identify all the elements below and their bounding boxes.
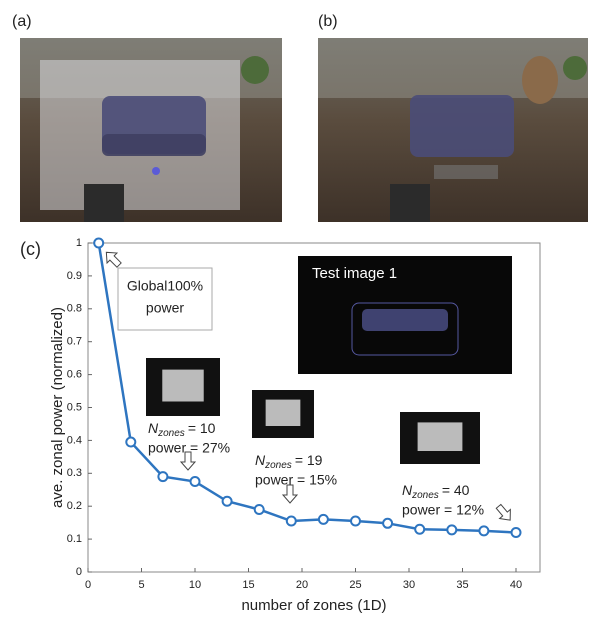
y-tick-label: 0.5 <box>67 401 82 413</box>
photo-b <box>318 38 588 222</box>
x-axis-label: number of zones (1D) <box>241 597 386 614</box>
data-point <box>125 436 137 448</box>
x-tick-label: 5 <box>138 579 144 591</box>
y-tick-label: 0.6 <box>67 369 82 381</box>
y-tick-label: 1 <box>76 237 82 249</box>
equals: = 40 <box>442 482 470 498</box>
annotation-text: Nzones = 19 <box>255 452 323 471</box>
annotation-text: Nzones = 40 <box>402 482 470 501</box>
arrow <box>179 451 197 471</box>
y-tick-label: 0 <box>76 566 82 578</box>
annotation-text: power = 12% <box>402 502 484 518</box>
panel-label: (b) <box>318 13 338 30</box>
data-point <box>350 515 361 527</box>
arrow <box>105 251 122 268</box>
x-tick-label: 15 <box>242 579 254 591</box>
x-tick-label: 10 <box>189 579 201 591</box>
y-tick-label: 0.4 <box>67 434 82 446</box>
x-tick-label: 35 <box>456 579 468 591</box>
data-point <box>189 476 201 488</box>
y-tick-label: 0.9 <box>67 270 82 282</box>
data-point <box>221 495 233 507</box>
symbol: N <box>402 482 413 498</box>
subscript: zones <box>264 460 292 471</box>
arrow <box>495 503 511 521</box>
arrow <box>281 484 299 504</box>
panel-label: (c) <box>20 239 41 259</box>
inset-ui <box>351 302 459 356</box>
data-point <box>382 517 394 529</box>
x-tick-label: 30 <box>403 579 415 591</box>
x-tick-label: 40 <box>510 579 522 591</box>
equals: = 10 <box>188 420 216 436</box>
data-point <box>446 524 458 536</box>
y-tick-label: 0.8 <box>67 303 82 315</box>
annotation-text: Global100% <box>127 278 203 294</box>
y-axis-label: ave. zonal power (normalized) <box>49 307 66 508</box>
equals: = 19 <box>295 452 323 468</box>
inset-ui <box>362 309 448 331</box>
data-point <box>510 527 522 539</box>
zone-thumbnail-ui <box>162 369 204 402</box>
data-point <box>478 525 490 537</box>
data-point <box>157 471 169 483</box>
data-point <box>253 503 265 515</box>
data-point <box>317 513 329 525</box>
symbol: N <box>148 420 159 436</box>
annotation-text: Nzones = 10 <box>148 420 216 439</box>
subscript: zones <box>157 428 185 439</box>
annotation-text: power = 27% <box>148 440 230 456</box>
symbol: N <box>255 452 266 468</box>
data-point <box>414 523 426 535</box>
annotation-box <box>117 267 213 331</box>
zone-thumbnail-ui <box>265 399 301 426</box>
photo-a <box>20 38 282 222</box>
x-tick-label: 20 <box>296 579 308 591</box>
x-tick-label: 25 <box>349 579 361 591</box>
subscript: zones <box>411 490 439 501</box>
inset-title: Test image 1 <box>312 265 397 282</box>
panel-label: (a) <box>12 13 32 30</box>
x-tick-label: 0 <box>85 579 91 591</box>
y-tick-label: 0.1 <box>67 533 82 545</box>
data-point <box>285 515 297 527</box>
zone-thumbnail-ui <box>417 422 463 451</box>
annotation-text: power <box>146 300 184 316</box>
annotation-text: power = 15% <box>255 472 337 488</box>
y-tick-label: 0.2 <box>67 500 82 512</box>
y-tick-label: 0.7 <box>67 336 82 348</box>
data-point <box>93 237 105 249</box>
y-tick-label: 0.3 <box>67 467 82 479</box>
